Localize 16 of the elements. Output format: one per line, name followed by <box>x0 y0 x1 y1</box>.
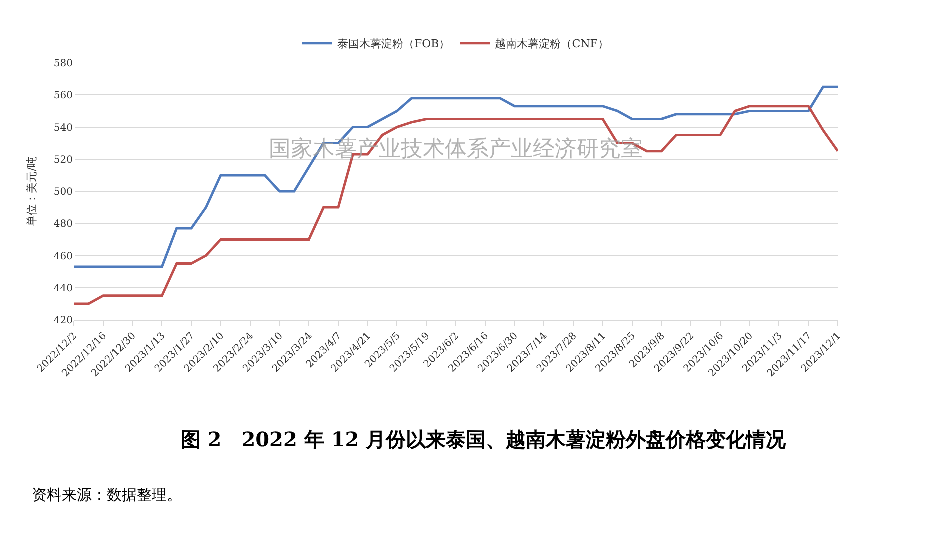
y-tick-label: 480 <box>54 219 73 230</box>
y-tick-label: 420 <box>54 316 73 326</box>
y-tick-label: 460 <box>54 251 73 262</box>
y-tick-label: 540 <box>54 122 73 134</box>
y-tick-label: 560 <box>54 90 73 102</box>
text: 资料来源：数据整理。 <box>32 486 182 504</box>
y-tick-label: 500 <box>54 187 73 198</box>
line-series <box>74 86 838 268</box>
y-tick-label: 580 <box>54 58 73 70</box>
y-axis-title: 单位：美元/吨 <box>26 156 39 226</box>
y-tick-label: 440 <box>54 283 73 294</box>
legend-label: 越南木薯淀粉（CNF） <box>495 38 609 51</box>
line-series <box>74 105 838 306</box>
y-tick-label: 520 <box>54 154 73 166</box>
text: 图 2 2022 年 12 月份以来泰国、越南木薯淀粉外盘价格变化情况 <box>180 428 788 452</box>
legend-label: 泰国木薯淀粉（FOB） <box>338 38 450 51</box>
